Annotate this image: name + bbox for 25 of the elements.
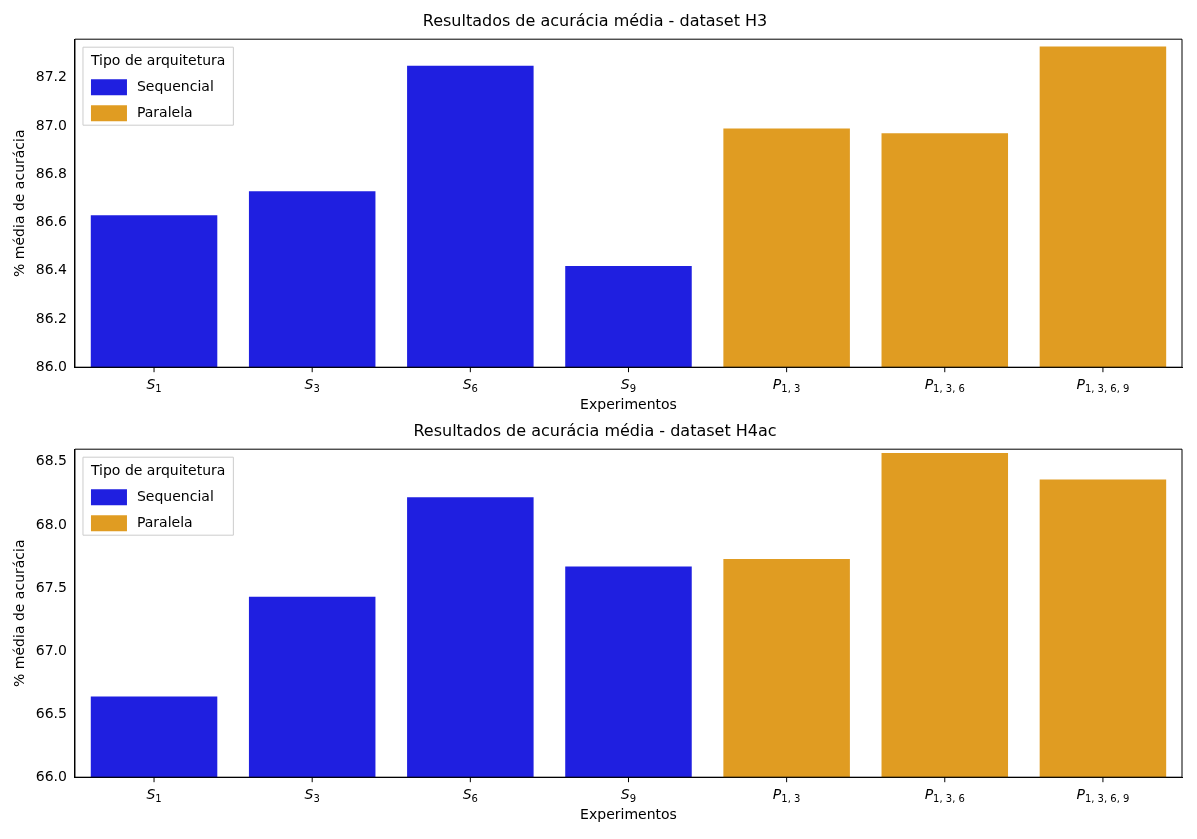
x-axis-title: Experimentos [580,396,677,413]
legend-label: Paralela [136,103,193,120]
legend-label: Sequencial [136,77,214,94]
y-tick-label: 86.2 [35,309,67,326]
legend-label: Sequencial [136,487,214,504]
legend-title: Tipo de arquitetura [89,51,226,68]
y-tick-label: 86.4 [35,261,68,278]
y-tick-label: 86.8 [35,164,67,181]
y-tick-label: 87.2 [35,68,67,85]
y-tick-label: 66.0 [35,767,67,784]
y-axis-title: % média de acurácia [11,539,28,687]
y-tick-label: 67.5 [35,578,67,595]
chart-title: Resultados de acurácia média - dataset H3 [422,10,768,30]
legend-title: Tipo de arquitetura [89,461,226,478]
y-axis-title: % média de acurácia [11,129,28,277]
y-tick-label: 86.0 [35,357,67,374]
x-axis-title: Experimentos [580,806,677,823]
legend-label: Paralela [136,513,193,530]
y-tick-label: 67.0 [35,641,67,658]
chart-title: Resultados de acurácia média - dataset H4ac [413,420,777,440]
y-tick-label: 86.6 [35,213,68,230]
y-tick-label: 66.5 [35,704,67,721]
y-tick-label: 68.0 [35,515,67,532]
y-tick-label: 87.0 [35,116,67,133]
y-tick-label: 68.5 [35,452,67,469]
